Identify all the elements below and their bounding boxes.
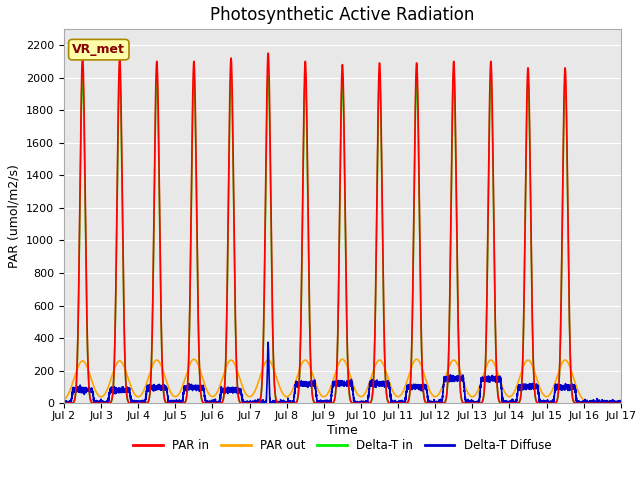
Delta-T in xyxy=(617,400,625,406)
PAR in xyxy=(562,77,570,83)
Line: Delta-T in: Delta-T in xyxy=(64,74,621,403)
Delta-T Diffuse xyxy=(264,339,272,345)
Delta-T Diffuse xyxy=(167,398,175,404)
Delta-T in xyxy=(79,72,86,77)
Delta-T in xyxy=(562,91,570,96)
Delta-T Diffuse xyxy=(617,400,625,406)
PAR out xyxy=(562,357,570,363)
PAR out xyxy=(576,392,584,397)
Line: Delta-T Diffuse: Delta-T Diffuse xyxy=(64,342,621,403)
Delta-T Diffuse xyxy=(60,400,68,406)
PAR out xyxy=(60,397,68,403)
Legend: PAR in, PAR out, Delta-T in, Delta-T Diffuse: PAR in, PAR out, Delta-T in, Delta-T Dif… xyxy=(129,435,556,457)
Delta-T Diffuse xyxy=(97,400,105,406)
Title: Photosynthetic Active Radiation: Photosynthetic Active Radiation xyxy=(210,6,475,24)
Delta-T in xyxy=(60,400,68,406)
PAR in xyxy=(617,400,625,406)
Delta-T in xyxy=(576,400,584,406)
Line: PAR in: PAR in xyxy=(64,53,621,403)
PAR in xyxy=(60,400,68,406)
PAR in xyxy=(167,400,175,406)
PAR in xyxy=(97,400,105,406)
Line: PAR out: PAR out xyxy=(64,359,621,403)
PAR out xyxy=(318,393,326,399)
PAR out xyxy=(167,389,175,395)
Delta-T Diffuse xyxy=(576,399,584,405)
PAR out xyxy=(188,358,196,363)
Delta-T in xyxy=(167,400,175,406)
PAR in xyxy=(264,50,272,56)
Delta-T Diffuse xyxy=(60,400,68,406)
PAR in xyxy=(318,400,326,406)
Delta-T in xyxy=(188,143,196,148)
Delta-T Diffuse xyxy=(562,384,570,390)
PAR in xyxy=(188,135,196,141)
PAR out xyxy=(190,356,198,362)
PAR out xyxy=(97,394,105,400)
Delta-T in xyxy=(318,400,326,406)
PAR out xyxy=(617,400,625,406)
Text: VR_met: VR_met xyxy=(72,43,125,56)
PAR in xyxy=(576,400,584,406)
Delta-T Diffuse xyxy=(188,383,196,389)
X-axis label: Time: Time xyxy=(327,424,358,437)
Y-axis label: PAR (umol/m2/s): PAR (umol/m2/s) xyxy=(8,164,20,268)
Delta-T in xyxy=(97,400,105,406)
Delta-T Diffuse xyxy=(318,400,326,406)
